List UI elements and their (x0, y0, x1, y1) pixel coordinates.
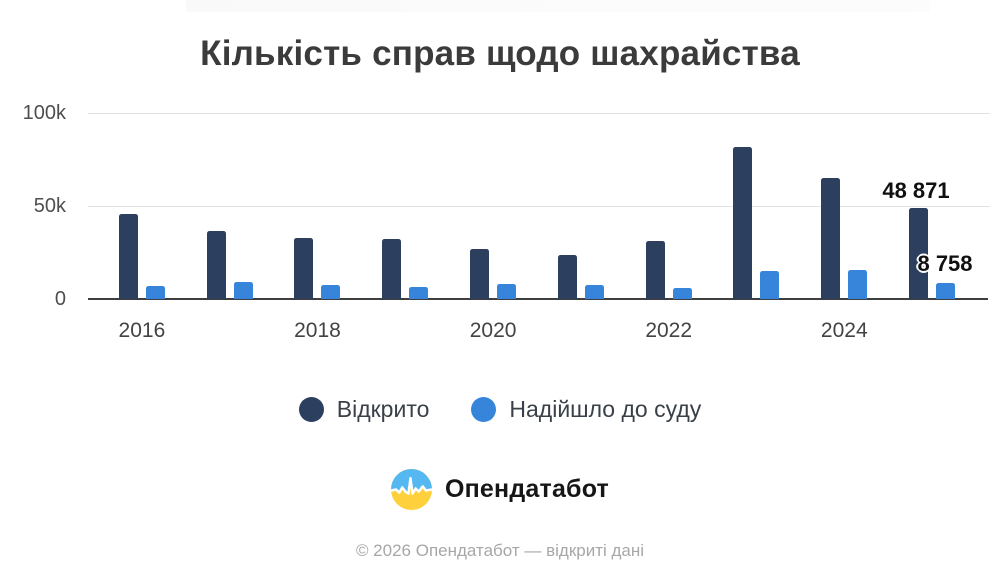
x-tick-label-empty (361, 318, 449, 344)
bar-opened-2024 (821, 178, 841, 299)
bar-court-2025 (936, 283, 956, 299)
legend-label-opened: Відкрито (336, 396, 430, 422)
bar-opened-2022 (645, 241, 665, 299)
bar-court-2022 (672, 288, 692, 299)
bar-opened-2020 (470, 249, 490, 299)
bar-opened-2019 (382, 239, 402, 299)
bar-group-2024 (800, 113, 888, 299)
opendatabot-logo: Опендатабот (0, 469, 1000, 510)
data-label-court-2025: 8 758 (917, 251, 973, 276)
copyright-text: © 2026 Опендатабот — відкриті дані (355, 541, 645, 560)
cropped-text-artifact (186, 0, 930, 12)
opendatabot-logo-icon (390, 469, 432, 510)
bar-court-2021 (584, 285, 604, 299)
bar-group-2020 (449, 113, 537, 299)
bar-group-2017 (186, 113, 274, 299)
bar-group-2022 (625, 113, 713, 299)
x-tick-label-empty (888, 318, 976, 344)
x-axis-labels: 2016 2018 2020 2022 2024 (98, 318, 976, 344)
gridline-100k (88, 113, 990, 114)
legend-item-court: Надійшло до суду (471, 395, 701, 423)
bar-court-2024 (848, 270, 868, 299)
bar-group-2019 (361, 113, 449, 299)
x-tick-label-empty (713, 318, 801, 344)
legend-dot-opened-icon (298, 396, 324, 422)
bar-court-2017 (233, 282, 253, 299)
legend-dot-court-icon (471, 396, 497, 422)
x-tick-label-2022: 2022 (645, 319, 693, 342)
bar-court-2023 (760, 271, 780, 299)
bar-opened-2021 (557, 255, 577, 299)
bar-group-2023 (713, 113, 801, 299)
brand-name: Опендатабот (444, 475, 609, 503)
bar-opened-2016 (118, 214, 138, 299)
x-tick-label-2020: 2020 (469, 319, 517, 342)
bar-court-2019 (409, 287, 429, 299)
bar-opened-2025 (909, 208, 929, 299)
legend-label-court: Надійшло до суду (509, 396, 702, 422)
bar-chart: 100k 50k 0 2016 2018 2020 2022 2024 (0, 102, 1000, 353)
bar-court-2016 (145, 286, 165, 299)
x-tick-label-empty (537, 318, 625, 344)
x-tick-label-2024: 2024 (820, 319, 868, 342)
y-tick-label-50k: 50k (33, 195, 66, 217)
bar-court-2020 (497, 284, 517, 299)
bar-group-2018 (274, 113, 362, 299)
bar-opened-2023 (733, 147, 753, 299)
bar-group-2021 (537, 113, 625, 299)
x-tick-label-empty (186, 318, 274, 344)
y-tick-label-100k: 100k (22, 102, 66, 124)
x-tick-label-2018: 2018 (294, 319, 341, 342)
data-label-opened-2025: 48 871 (882, 178, 950, 203)
gridline-50k (88, 206, 990, 207)
x-tick-label-2016: 2016 (118, 319, 166, 342)
bar-court-2018 (321, 285, 341, 299)
bar-opened-2017 (206, 231, 226, 299)
y-tick-label-0: 0 (54, 288, 66, 310)
legend: Відкрито Надійшло до суду (0, 395, 1000, 423)
legend-item-opened: Відкрито (298, 395, 430, 423)
bar-opened-2018 (294, 238, 314, 299)
x-axis-line (88, 298, 988, 300)
bar-group-2025 (888, 113, 976, 299)
bars-area (98, 113, 976, 299)
bar-group-2016 (98, 113, 186, 299)
chart-title: Кількість справ щодо шахрайства (200, 34, 800, 73)
